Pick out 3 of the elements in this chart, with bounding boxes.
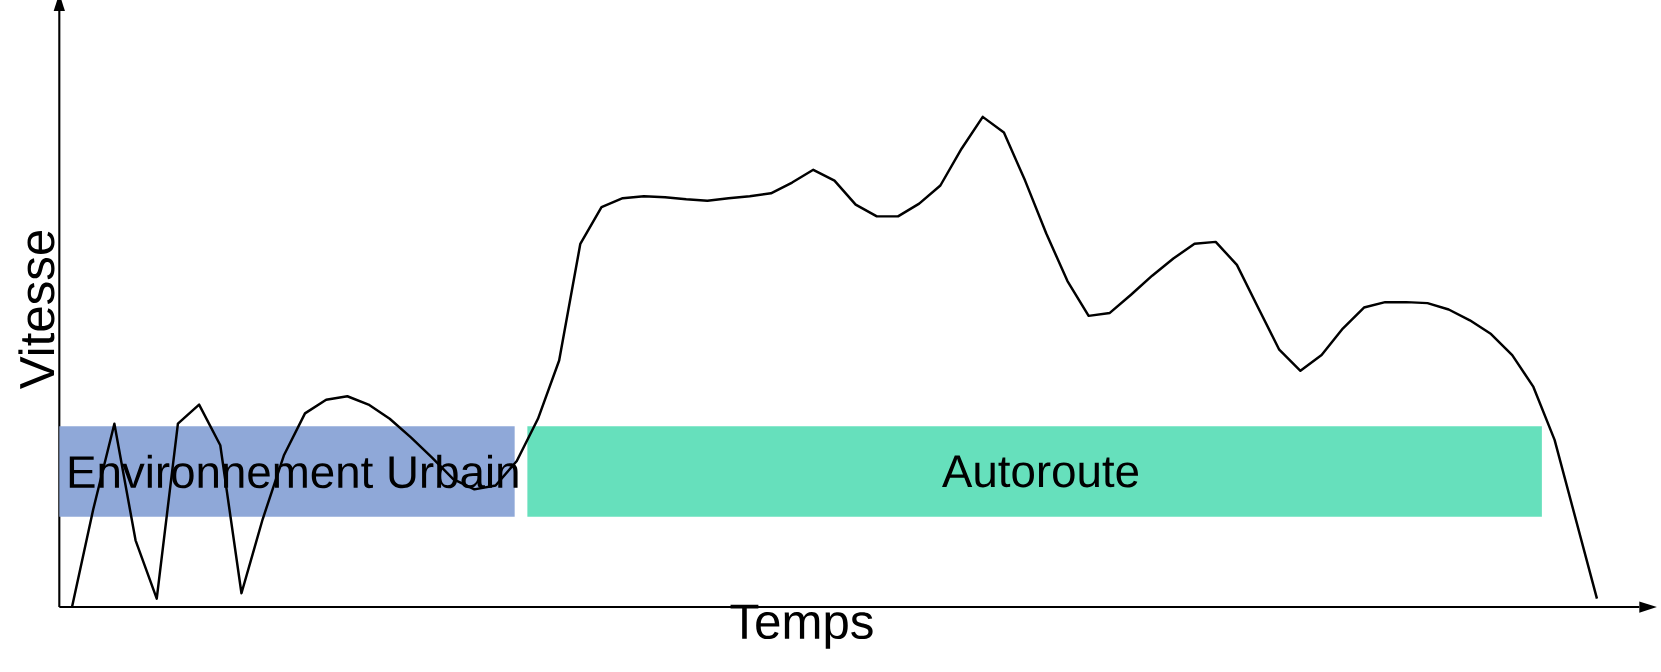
annotation: Autoroute (942, 455, 1138, 488)
y-axis-title: Vitesse (18, 230, 55, 390)
x-axis-title: Temps (730, 604, 873, 649)
